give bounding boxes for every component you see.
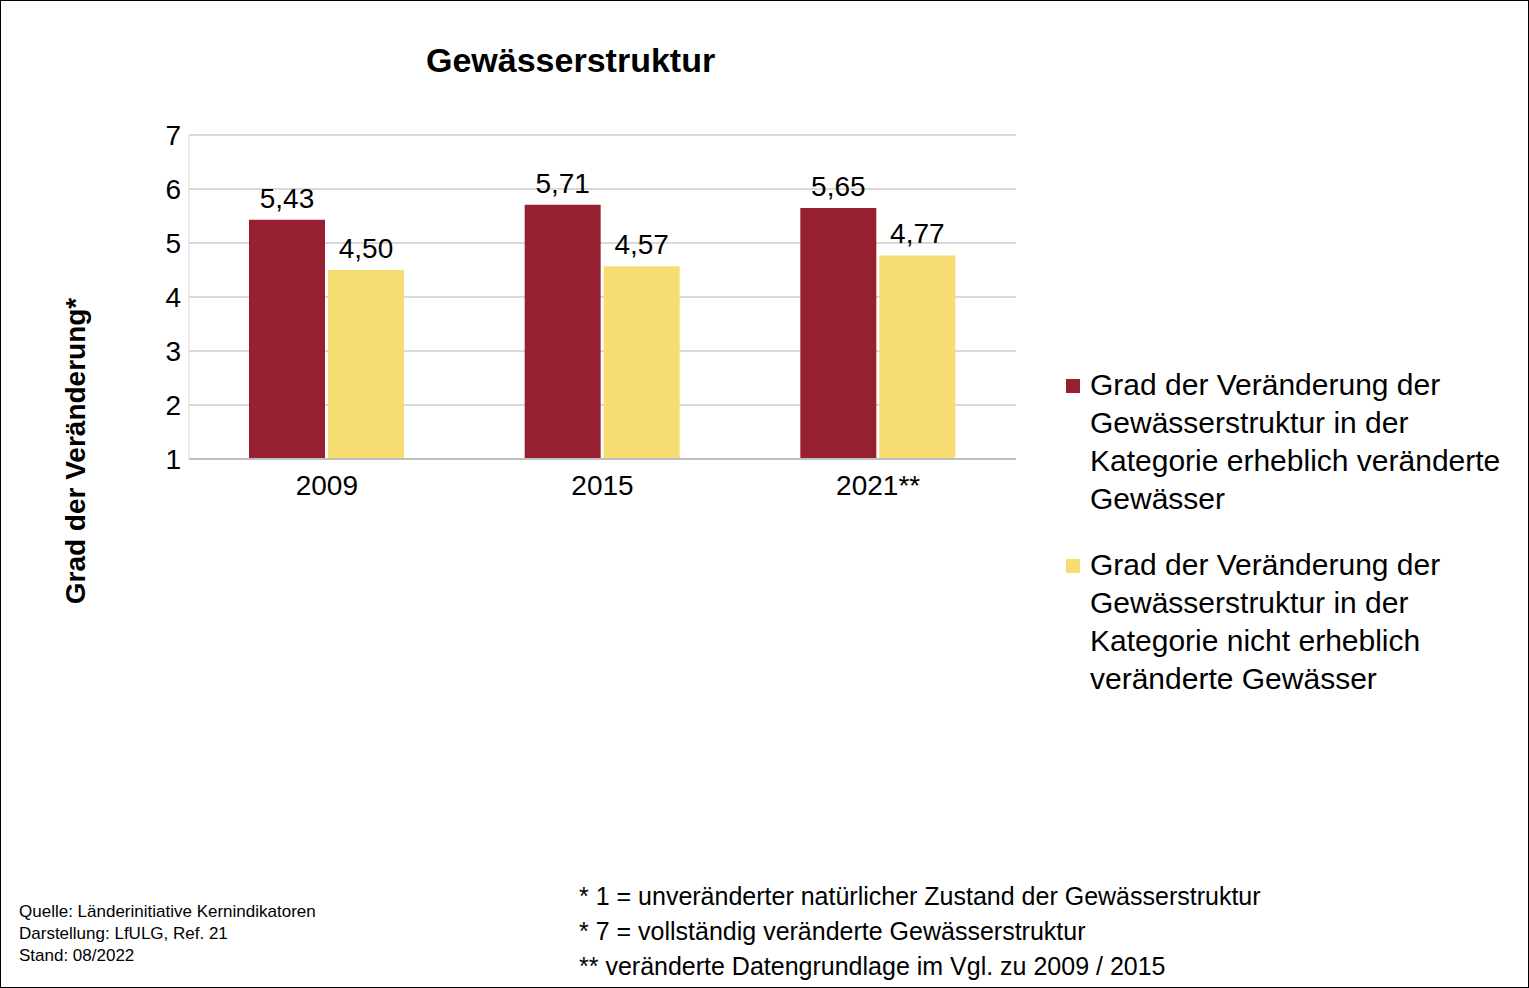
html-text:* 7 = vollständig veränderte G: * 7 = vollständig veränderte Gewässerstr… (579, 917, 1086, 945)
html-text:Grad der Veränderung*: Grad der Veränderung* (60, 297, 91, 605)
html-text:** veränderte Datengrundlage i: ** veränderte Datengrundlage im Vgl. zu … (579, 952, 1166, 980)
svg-text:2009: 2009 (296, 470, 358, 501)
svg-text:6: 6 (165, 174, 181, 205)
svg-text:5,43: 5,43 (260, 183, 315, 214)
svg-text:5: 5 (165, 228, 181, 259)
html-text:Stand: 08/2022: Stand: 08/2022 (19, 946, 135, 965)
svg-text:3: 3 (165, 336, 181, 367)
svg-text:1: 1 (165, 444, 181, 475)
svg-text:2015: 2015 (571, 470, 633, 501)
svg-text:2: 2 (165, 390, 181, 421)
html-text:Grad der Veränderung der Gewäs: Grad der Veränderung der Gewässerstruktu… (1090, 548, 1441, 695)
html-text:Gewässerstruktur: Gewässerstruktur (426, 41, 716, 79)
html-text:Darstellung: LfULG, Ref. 21: Darstellung: LfULG, Ref. 21 (19, 924, 228, 943)
svg-text:4,50: 4,50 (339, 233, 394, 264)
svg-text:2021**: 2021** (836, 470, 920, 501)
svg-text:7: 7 (165, 120, 181, 151)
svg-text:5,65: 5,65 (811, 171, 866, 202)
html-text:* 1 = unveränderter natürliche: * 1 = unveränderter natürlicher Zustand … (579, 882, 1261, 910)
svg-text:4,57: 4,57 (614, 229, 669, 260)
html-text:Grad der Veränderung der Gewäs: Grad der Veränderung der Gewässerstruktu… (1090, 368, 1501, 515)
html-text:Quelle: Länderinitiative Kerni: Quelle: Länderinitiative Kernindikatoren (19, 902, 316, 921)
svg-text:5,71: 5,71 (535, 168, 590, 199)
svg-text:4,77: 4,77 (890, 218, 945, 249)
svg-text:4: 4 (165, 282, 181, 313)
